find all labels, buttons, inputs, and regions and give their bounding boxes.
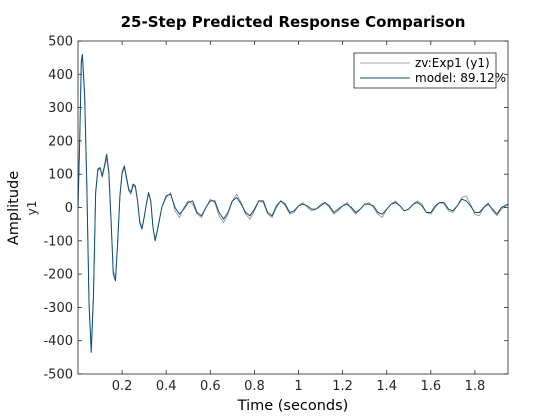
y-tick-label: -200 — [43, 268, 73, 283]
y-tick-label: 0 — [65, 201, 73, 216]
x-tick-label: 1.8 — [465, 379, 486, 394]
y-tick-label: -300 — [43, 301, 73, 316]
x-tick-label: 1.6 — [420, 379, 441, 394]
series-line-1 — [77, 53, 509, 353]
y-tick-label: 100 — [48, 168, 73, 183]
x-axis-label: Time (seconds) — [237, 398, 349, 414]
x-tick-label: 1 — [294, 379, 302, 394]
x-tick-label: 0.2 — [112, 379, 133, 394]
y-tick-label: 200 — [48, 134, 73, 149]
y-tick-label: -100 — [43, 234, 73, 249]
axes-background — [78, 41, 508, 374]
y-tick-label: -400 — [43, 334, 73, 349]
plot-area: 0.2 0.4 0.6 0.8 1 1.2 1.4 1.6 1.8 -500 -400 -300 -20… — [43, 35, 509, 394]
y-tick-label: -500 — [43, 368, 73, 383]
chart-title: 25-Step Predicted Response Comparison — [121, 13, 466, 31]
x-tick-label: 1.2 — [332, 379, 353, 394]
y-tick-label: 400 — [48, 68, 73, 83]
legend-entry-1: model: 89.12% — [415, 71, 506, 85]
x-tick-label: 1.4 — [376, 379, 397, 394]
y-tick-label: 500 — [48, 35, 73, 50]
x-tick-label: 0.8 — [244, 379, 265, 394]
y-axis-label: Amplitude — [6, 171, 22, 245]
legend-entry-0: zv:Exp1 (y1) — [415, 56, 490, 70]
legend-box — [353, 52, 497, 89]
x-tick-label: 0.4 — [156, 379, 177, 394]
y-axis-sublabel: y1 — [25, 201, 39, 216]
y-tick-label: 300 — [48, 101, 73, 116]
x-tick-label: 0.6 — [200, 379, 221, 394]
legend: zv:Exp1 (y1)model: 89.12% — [353, 52, 506, 89]
